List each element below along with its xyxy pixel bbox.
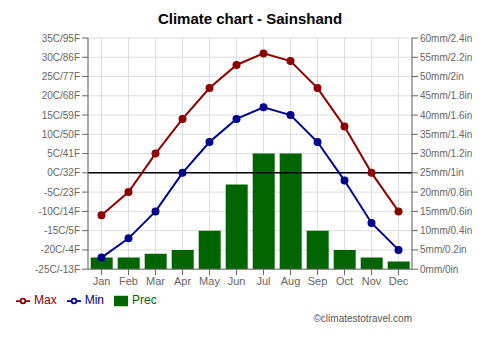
- svg-text:25C/77F: 25C/77F: [42, 71, 80, 82]
- svg-text:Oct: Oct: [336, 275, 353, 287]
- html-text:©climatestotravel.com: ©climatestotravel.com: [313, 313, 412, 324]
- svg-text:Dec: Dec: [389, 275, 409, 287]
- svg-text:Feb: Feb: [119, 275, 138, 287]
- svg-text:May: May: [199, 275, 220, 287]
- svg-text:35mm/1.4in: 35mm/1.4in: [420, 129, 472, 140]
- svg-text:Jun: Jun: [228, 275, 246, 287]
- svg-text:40mm/1.6in: 40mm/1.6in: [420, 110, 472, 121]
- svg-text:Jan: Jan: [93, 275, 111, 287]
- svg-text:Sep: Sep: [308, 275, 328, 287]
- svg-text:15C/59F: 15C/59F: [42, 110, 80, 121]
- html-text:Min: Min: [84, 293, 104, 308]
- svg-text:15mm/0.6in: 15mm/0.6in: [420, 206, 472, 217]
- svg-text:55mm/2.2in: 55mm/2.2in: [420, 52, 472, 63]
- svg-text:5C/41F: 5C/41F: [47, 148, 80, 159]
- svg-text:Jul: Jul: [256, 275, 270, 287]
- svg-text:35C/95F: 35C/95F: [42, 33, 80, 44]
- html-text:Max: Max: [34, 293, 57, 308]
- svg-text:45mm/1.8in: 45mm/1.8in: [420, 90, 472, 101]
- svg-text:Mar: Mar: [146, 275, 165, 287]
- svg-text:Apr: Apr: [174, 275, 191, 287]
- html-text:Climate chart - Sainshand: Climate chart - Sainshand: [157, 10, 343, 27]
- svg-text:0mm/0in: 0mm/0in: [420, 264, 458, 275]
- svg-text:20C/68F: 20C/68F: [42, 90, 80, 101]
- html-text:Prec: Prec: [132, 293, 157, 308]
- svg-text:-15C/5F: -15C/5F: [44, 225, 80, 236]
- svg-text:20mm/0.8in: 20mm/0.8in: [420, 187, 472, 198]
- svg-text:Nov: Nov: [362, 275, 382, 287]
- svg-text:5mm/0.2in: 5mm/0.2in: [420, 244, 467, 255]
- svg-text:-20C/-4F: -20C/-4F: [41, 244, 80, 255]
- svg-text:-10C/14F: -10C/14F: [38, 206, 80, 217]
- svg-text:-5C/23F: -5C/23F: [44, 187, 80, 198]
- svg-text:50mm/2in: 50mm/2in: [420, 71, 464, 82]
- svg-text:60mm/2.4in: 60mm/2.4in: [420, 33, 472, 44]
- svg-text:-25C/-13F: -25C/-13F: [35, 264, 80, 275]
- svg-text:30mm/1.2in: 30mm/1.2in: [420, 148, 472, 159]
- svg-text:0C/32F: 0C/32F: [47, 167, 80, 178]
- svg-text:10mm/0.4in: 10mm/0.4in: [420, 225, 472, 236]
- svg-text:10C/50F: 10C/50F: [42, 129, 80, 140]
- svg-text:25mm/1in: 25mm/1in: [420, 167, 464, 178]
- svg-text:30C/86F: 30C/86F: [42, 52, 80, 63]
- svg-text:Aug: Aug: [281, 275, 301, 287]
